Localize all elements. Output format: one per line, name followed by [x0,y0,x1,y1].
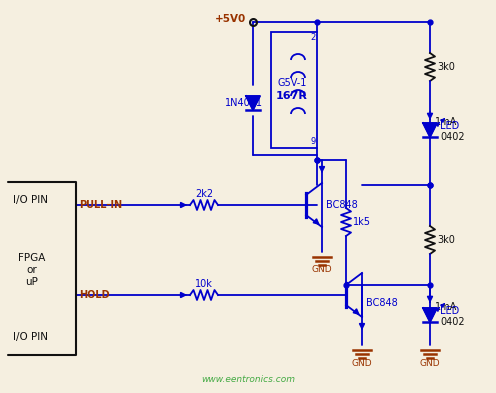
Text: 0402: 0402 [440,132,465,142]
Text: 3k0: 3k0 [437,62,455,72]
Text: 3k0: 3k0 [437,235,455,245]
Text: G5V-1: G5V-1 [277,78,307,88]
Text: 1N4001: 1N4001 [225,98,263,108]
Polygon shape [246,96,260,110]
Text: I/O PIN: I/O PIN [13,332,48,342]
Text: LED: LED [440,121,459,131]
Text: PULL-IN: PULL-IN [79,200,122,210]
Text: www.eentronics.com: www.eentronics.com [201,375,295,384]
Text: GND: GND [420,358,440,367]
Text: 10k: 10k [195,279,213,289]
Text: 167R: 167R [276,91,308,101]
Text: GND: GND [311,266,332,274]
Text: 2k2: 2k2 [195,189,213,199]
Text: BC848: BC848 [326,200,358,210]
Text: +5V0: +5V0 [215,14,246,24]
Text: 0402: 0402 [440,317,465,327]
Text: HOLD: HOLD [79,290,110,300]
Text: LED: LED [440,306,459,316]
Polygon shape [423,308,437,322]
Text: 1k5: 1k5 [353,217,371,227]
Polygon shape [423,123,437,137]
Bar [271,32,317,148]
Text: 9: 9 [311,138,316,147]
Text: BC848: BC848 [366,298,398,308]
Text: 1mA: 1mA [435,117,457,127]
Text: 1mA: 1mA [435,302,457,312]
Text: 2: 2 [311,33,316,42]
Text: I/O PIN: I/O PIN [13,195,48,205]
Text: GND: GND [352,358,372,367]
Text: FPGA
or
uP: FPGA or uP [18,253,45,286]
